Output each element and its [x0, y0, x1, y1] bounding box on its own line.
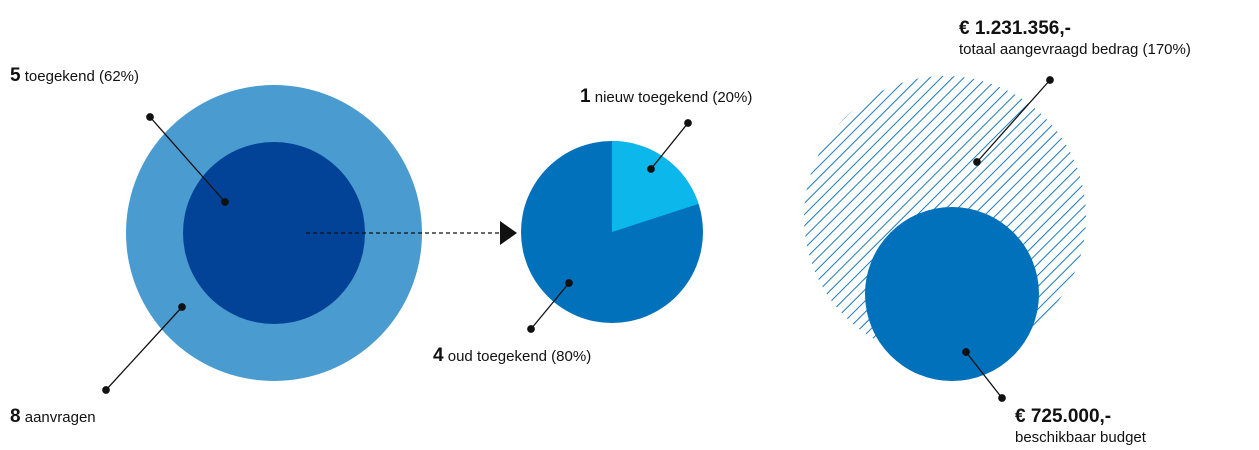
label-total-applications: 8 aanvragen: [10, 406, 96, 427]
leader-available-dot-start: [962, 348, 970, 356]
leader-granted: [149, 116, 226, 203]
total-applications-text: aanvragen: [24, 409, 96, 426]
label-new-granted: 1 nieuw toegekend (20%): [580, 86, 753, 107]
requested-text: totaal aangevraagd bedrag (170%): [959, 41, 1191, 58]
total-applications-count: 8: [10, 406, 21, 427]
leader-requested-dot-end: [973, 158, 981, 166]
leader-total-dot-end: [102, 386, 110, 394]
new-granted-text: nieuw toegekend (20%): [594, 89, 753, 106]
arrow-head: [500, 221, 517, 245]
leader-granted-dot-start: [146, 113, 154, 121]
leader-total: [105, 306, 183, 391]
leader-granted-dot-end: [221, 198, 229, 206]
leader-requested: [976, 79, 1051, 163]
available-amount: € 725.000,-: [1015, 406, 1112, 427]
leader-total-dot-start: [178, 303, 186, 311]
pie-new-granted-slice: [612, 141, 699, 232]
applications-granted-circle: [183, 142, 365, 324]
leader-available-dot-end: [998, 394, 1006, 402]
leader-old-dot-end: [527, 325, 535, 333]
old-granted-count: 4: [433, 345, 444, 366]
granted-count: 5: [10, 65, 21, 86]
leader-old: [530, 282, 570, 330]
leader-available: [965, 351, 1003, 399]
available-budget-circle: [865, 207, 1039, 381]
granted-text: toegekend (62%): [24, 68, 139, 85]
old-granted-text: oud toegekend (80%): [447, 348, 592, 365]
leader-new-dot-start: [684, 119, 692, 127]
leader-requested-dot-start: [1046, 76, 1054, 84]
leader-old-dot-start: [565, 279, 573, 287]
leader-new: [650, 122, 689, 170]
label-old-granted: 4 oud toegekend (80%): [433, 345, 592, 366]
new-granted-count: 1: [580, 86, 591, 107]
leader-lines: [102, 76, 1054, 402]
label-granted: 5 toegekend (62%): [10, 65, 139, 86]
available-text: beschikbaar budget: [1015, 429, 1146, 446]
requested-amount: € 1.231.356,-: [959, 18, 1071, 39]
leader-new-dot-end: [647, 165, 655, 173]
